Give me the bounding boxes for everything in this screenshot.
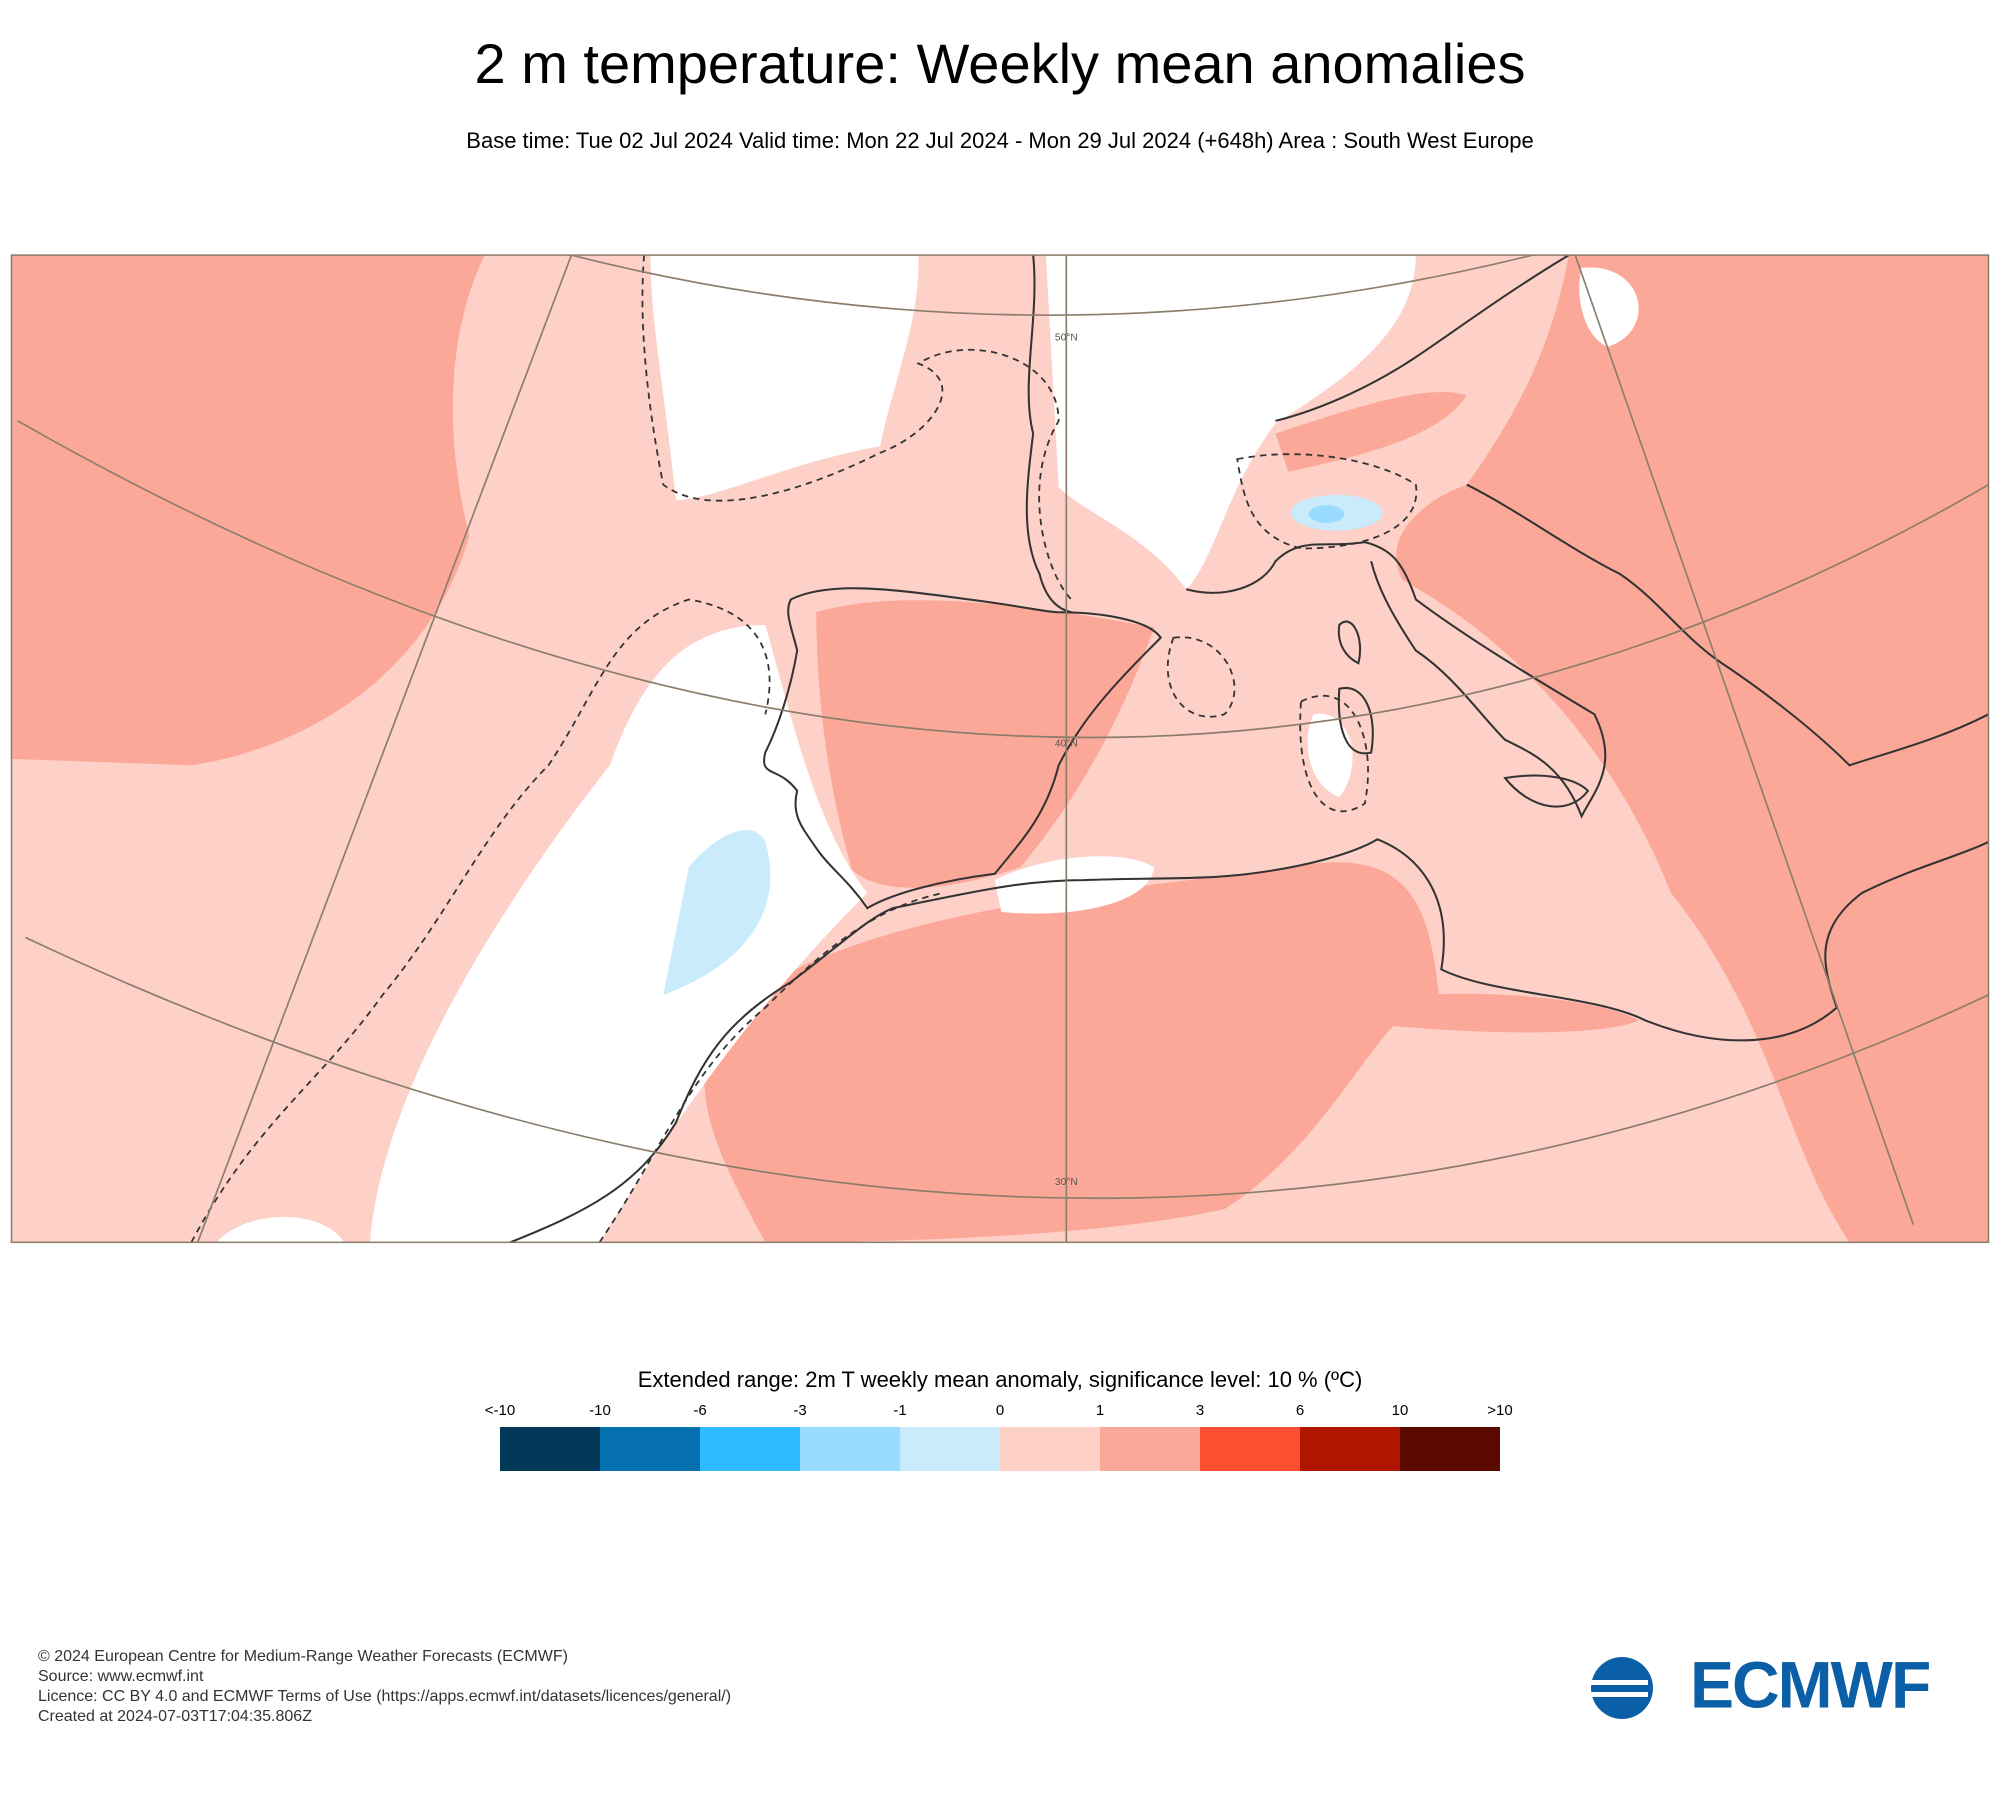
warm-region <box>1396 255 1989 1243</box>
footer-line: © 2024 European Centre for Medium-Range … <box>38 1648 568 1665</box>
legend-swatch <box>1200 1427 1300 1471</box>
cold-region <box>1308 505 1345 523</box>
legend-swatch <box>1000 1427 1100 1471</box>
title: 2 m temperature: Weekly mean anomalies <box>475 32 1526 95</box>
footer-line: Source: www.ecmwf.int <box>38 1668 204 1685</box>
coastlines <box>509 255 1989 1243</box>
parallel <box>567 255 1536 316</box>
coastline <box>1025 255 1072 614</box>
neutral-region <box>1307 713 1353 798</box>
legend-label: -10 <box>589 1402 611 1419</box>
logo-mark <box>1588 1692 1648 1697</box>
footer-line: Licence: CC BY 4.0 and ECMWF Terms of Us… <box>38 1688 731 1705</box>
significance-contour <box>1299 694 1369 813</box>
neutral-region <box>369 624 868 1243</box>
legend-swatch <box>900 1427 1000 1471</box>
legend-swatch <box>1400 1427 1500 1471</box>
legend-swatch <box>1100 1427 1200 1471</box>
neutral-region <box>650 255 919 500</box>
legend-title: Extended range: 2m T weekly mean anomaly… <box>638 1367 1363 1392</box>
graticule: 50°N 40°N 30°N <box>17 255 1989 1243</box>
coastline <box>763 587 1163 910</box>
neutral-region <box>1045 255 1416 590</box>
legend-label: 1 <box>1096 1402 1104 1419</box>
coastline <box>1185 541 1607 819</box>
coastline <box>1466 483 1989 767</box>
legend: <-10 -10 -6 -3 -1 0 1 3 6 10 >10 <box>485 1402 1513 1471</box>
cold-region <box>663 830 771 995</box>
legend-label: 3 <box>1196 1402 1204 1419</box>
significance-contour <box>1236 453 1418 550</box>
legend-label: >10 <box>1487 1402 1512 1419</box>
legend-label: 0 <box>996 1402 1004 1419</box>
warm-region <box>1339 993 1640 1033</box>
logo-text: ECMWF <box>1690 1647 1929 1721</box>
latitude-label: 40°N <box>1055 738 1078 749</box>
map: 50°N 40°N 30°N <box>10 254 1990 1244</box>
significance-contour <box>1166 636 1236 718</box>
logo: ECMWF <box>1588 1647 1931 1721</box>
warm-region <box>11 255 485 766</box>
legend-swatch <box>1300 1427 1400 1471</box>
legend-label: -6 <box>693 1402 706 1419</box>
map-frame <box>10 254 1990 1244</box>
coastline <box>1503 774 1590 808</box>
map-fields <box>11 255 1989 1243</box>
warm-region <box>1275 392 1467 472</box>
logo-mark <box>1591 1657 1653 1719</box>
neutral-region <box>994 856 1155 914</box>
neutral-region <box>216 1216 345 1243</box>
coastline <box>1337 620 1374 755</box>
coastline <box>509 838 1989 1243</box>
coastline <box>1275 255 1570 422</box>
legend-label: <-10 <box>485 1402 515 1419</box>
legend-swatch <box>500 1427 600 1471</box>
latitude-label: 50°N <box>1055 333 1078 344</box>
legend-swatch <box>700 1427 800 1471</box>
footer: © 2024 European Centre for Medium-Range … <box>38 1648 731 1725</box>
neutral-region <box>1579 267 1639 347</box>
significance-contour <box>641 255 1073 601</box>
parallel <box>25 936 1989 1200</box>
legend-label: 10 <box>1392 1402 1409 1419</box>
parallel <box>17 420 1989 739</box>
legend-label: 6 <box>1296 1402 1304 1419</box>
logo-mark <box>1588 1680 1648 1685</box>
meridian <box>1574 255 1915 1225</box>
latitude-label: 30°N <box>1055 1177 1078 1188</box>
significance-contour <box>190 598 771 1243</box>
legend-swatch <box>600 1427 700 1471</box>
legend-label: -3 <box>793 1402 806 1419</box>
significance-contour <box>598 891 945 1243</box>
legend-swatch <box>800 1427 900 1471</box>
warm-region <box>816 600 1155 888</box>
footer-line: Created at 2024-07-03T17:04:35.806Z <box>38 1708 312 1725</box>
legend-label: -1 <box>893 1402 906 1419</box>
subtitle: Base time: Tue 02 Jul 2024 Valid time: M… <box>466 128 1533 153</box>
warm-region <box>704 862 1439 1243</box>
meridian <box>196 255 573 1243</box>
